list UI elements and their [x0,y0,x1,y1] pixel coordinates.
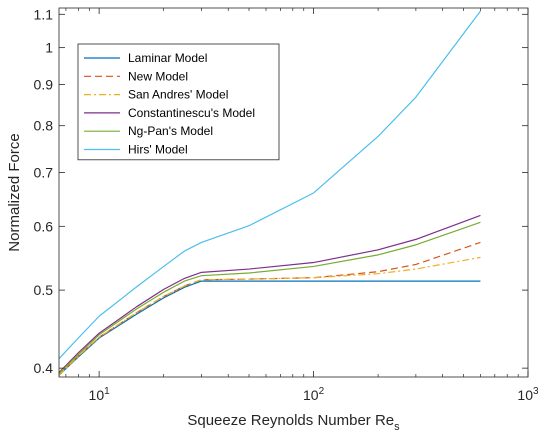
series-line-6 [58,10,481,360]
y-tick-label: 0.5 [34,282,54,298]
series-line-3 [58,256,481,376]
axes-layer: 101 102 103 0.4 0.5 0.6 0.7 0.8 0.9 1 1.1 [34,6,539,403]
y-tick-label: 0.6 [34,218,54,234]
x-tick-label: 103 [517,386,539,403]
series-layer [58,10,481,376]
legend-label-2: New Model [128,69,188,83]
series-line-5 [58,221,481,374]
legend-label-3: San Andres' Model [128,88,228,102]
y-tick-label: 0.4 [34,360,54,376]
x-tick-label: 101 [89,386,111,403]
axes-frame [58,7,529,378]
y-tick-label: 0.8 [34,118,54,134]
series-line-4 [58,214,481,373]
y-tick-label: 1 [45,40,53,56]
x-axis-label: Squeeze Reynolds Number Res [187,412,400,433]
legend-label-1: Laminar Model [128,51,207,65]
legend-label-5: Ng-Pan's Model [128,124,213,138]
legend: Laminar Model New Model San Andres' Model C… [77,43,280,161]
y-tick-label: 0.7 [34,164,54,180]
y-axis-label: Normalized Force [6,133,23,251]
legend-box [77,43,280,161]
x-tick-label: 102 [303,386,325,403]
legend-label-4: Constantinescu's Model [128,106,255,120]
legend-label-6: Hirs' Model [128,143,188,157]
y-tick-label: 0.9 [34,76,54,92]
y-tick-label: 1.1 [34,6,54,22]
